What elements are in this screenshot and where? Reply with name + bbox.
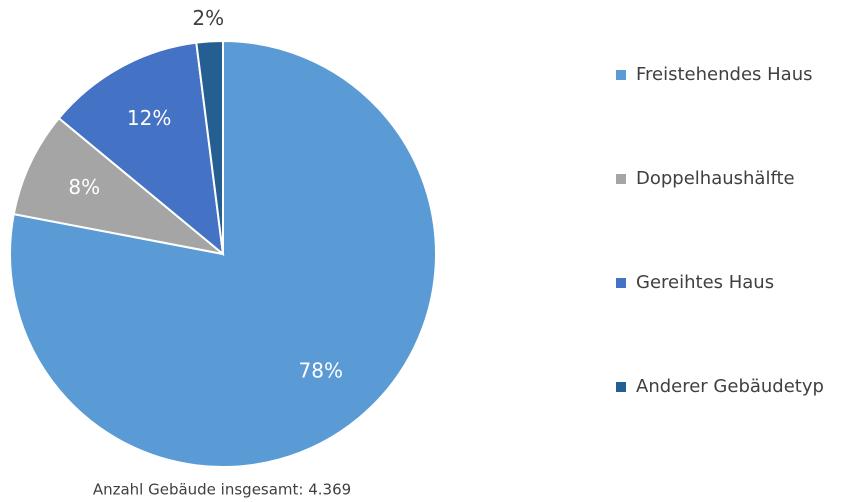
legend-label: Doppelhaushälfte bbox=[636, 168, 795, 189]
legend-label: Anderer Gebäudetyp bbox=[636, 376, 824, 397]
data-label: 78% bbox=[299, 359, 343, 383]
pie-slice bbox=[195, 39, 224, 255]
data-label: 2% bbox=[192, 6, 224, 30]
legend-label: Gereihtes Haus bbox=[636, 272, 774, 293]
annotation: Anzahl Gebäude insgesamt: 4.369 bbox=[93, 481, 351, 499]
legend-swatch bbox=[616, 70, 626, 80]
legend-swatch bbox=[616, 278, 626, 288]
pie-slice bbox=[57, 41, 225, 257]
legend-swatch bbox=[616, 174, 626, 184]
pie-slice bbox=[12, 116, 224, 255]
data-label: 12% bbox=[127, 106, 171, 130]
legend-swatch bbox=[616, 382, 626, 392]
legend-label: Freistehendes Haus bbox=[636, 64, 812, 85]
data-label: 8% bbox=[68, 175, 100, 199]
